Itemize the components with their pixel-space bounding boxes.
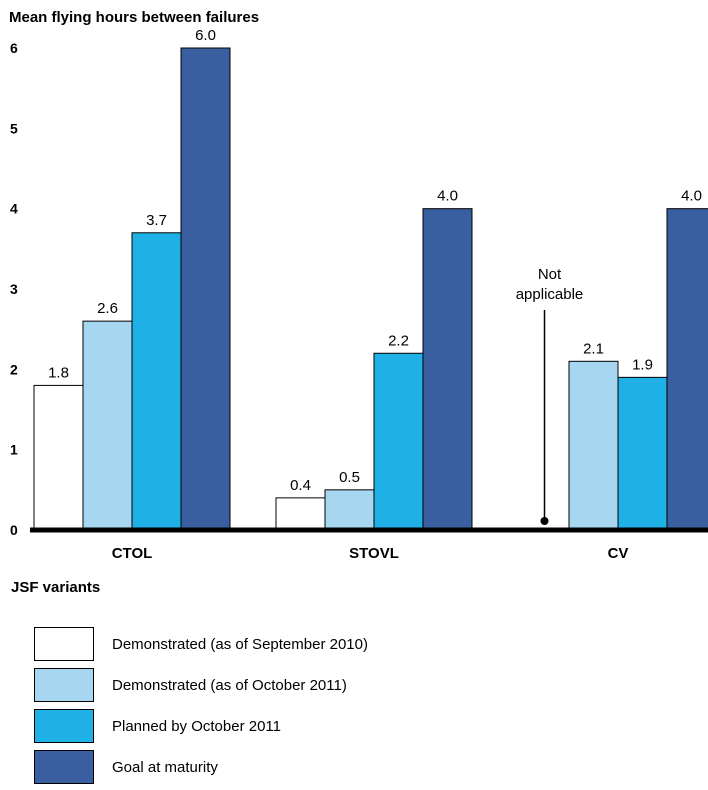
legend-label: Goal at maturity bbox=[112, 758, 218, 776]
annotation-text: Not bbox=[538, 266, 562, 283]
data-label: 2.6 bbox=[97, 300, 118, 317]
legend-swatch bbox=[34, 709, 94, 743]
bar bbox=[131, 232, 182, 531]
data-label: 2.2 bbox=[388, 332, 409, 349]
data-label: 4.0 bbox=[437, 188, 458, 205]
value-labels: 1.8 0.4 2.6 0.5 2.1 3.7 2.2 1.9 6.0 4.0 4.0 bbox=[48, 27, 702, 494]
bar bbox=[275, 497, 326, 531]
data-label: 0.5 bbox=[339, 469, 360, 486]
data-label: 4.0 bbox=[681, 188, 702, 205]
bar bbox=[180, 47, 231, 531]
legend-swatch bbox=[34, 627, 94, 661]
legend-item: Goal at maturity bbox=[34, 749, 368, 785]
legend-swatch bbox=[34, 668, 94, 702]
bar bbox=[617, 376, 668, 531]
legend-label: Demonstrated (as of October 2011) bbox=[112, 676, 347, 694]
data-label: 0.4 bbox=[290, 477, 311, 494]
y-tick-label: 1 bbox=[10, 442, 18, 458]
x-axis-title: JSF variants bbox=[11, 579, 101, 596]
legend: Demonstrated (as of September 2010) Demon… bbox=[34, 626, 368, 790]
y-tick-label: 2 bbox=[10, 361, 18, 377]
legend-swatch bbox=[34, 750, 94, 784]
y-axis-ticks: 0 1 2 3 4 5 6 bbox=[10, 40, 18, 538]
legend-label: Planned by October 2011 bbox=[112, 717, 282, 735]
category-label: CTOL bbox=[112, 545, 153, 562]
legend-item: Planned by October 2011 bbox=[34, 708, 368, 744]
bar bbox=[82, 320, 133, 531]
data-label: 6.0 bbox=[195, 27, 216, 44]
data-label: 1.9 bbox=[632, 356, 653, 373]
y-tick-label: 5 bbox=[10, 120, 18, 136]
bar bbox=[568, 360, 619, 531]
y-tick-label: 3 bbox=[10, 281, 18, 297]
annotation-dot bbox=[540, 517, 549, 525]
y-axis-title: Mean flying hours between failures bbox=[9, 9, 259, 26]
bar bbox=[666, 208, 708, 531]
category-label: STOVL bbox=[349, 545, 399, 562]
bar bbox=[33, 384, 84, 531]
annotation: Not applicable bbox=[516, 266, 584, 525]
y-tick-label: 0 bbox=[10, 522, 18, 538]
data-label: 3.7 bbox=[146, 212, 167, 229]
data-label: 2.1 bbox=[583, 340, 604, 357]
legend-label: Demonstrated (as of September 2010) bbox=[112, 635, 368, 653]
bar bbox=[422, 208, 473, 531]
chart: Mean flying hours between failures 0 1 2 3 4… bbox=[9, 9, 708, 562]
annotation-text: applicable bbox=[516, 286, 584, 303]
category-label: CV bbox=[608, 545, 629, 562]
data-label: 1.8 bbox=[48, 364, 69, 381]
legend-item: Demonstrated (as of September 2010) bbox=[34, 626, 368, 662]
y-tick-label: 6 bbox=[10, 40, 18, 56]
legend-item: Demonstrated (as of October 2011) bbox=[34, 667, 368, 703]
bar bbox=[324, 489, 375, 531]
x-axis-categories: CTOL STOVL CV bbox=[112, 545, 629, 562]
bar bbox=[373, 352, 424, 531]
y-tick-label: 4 bbox=[10, 201, 18, 217]
bars bbox=[33, 47, 708, 531]
